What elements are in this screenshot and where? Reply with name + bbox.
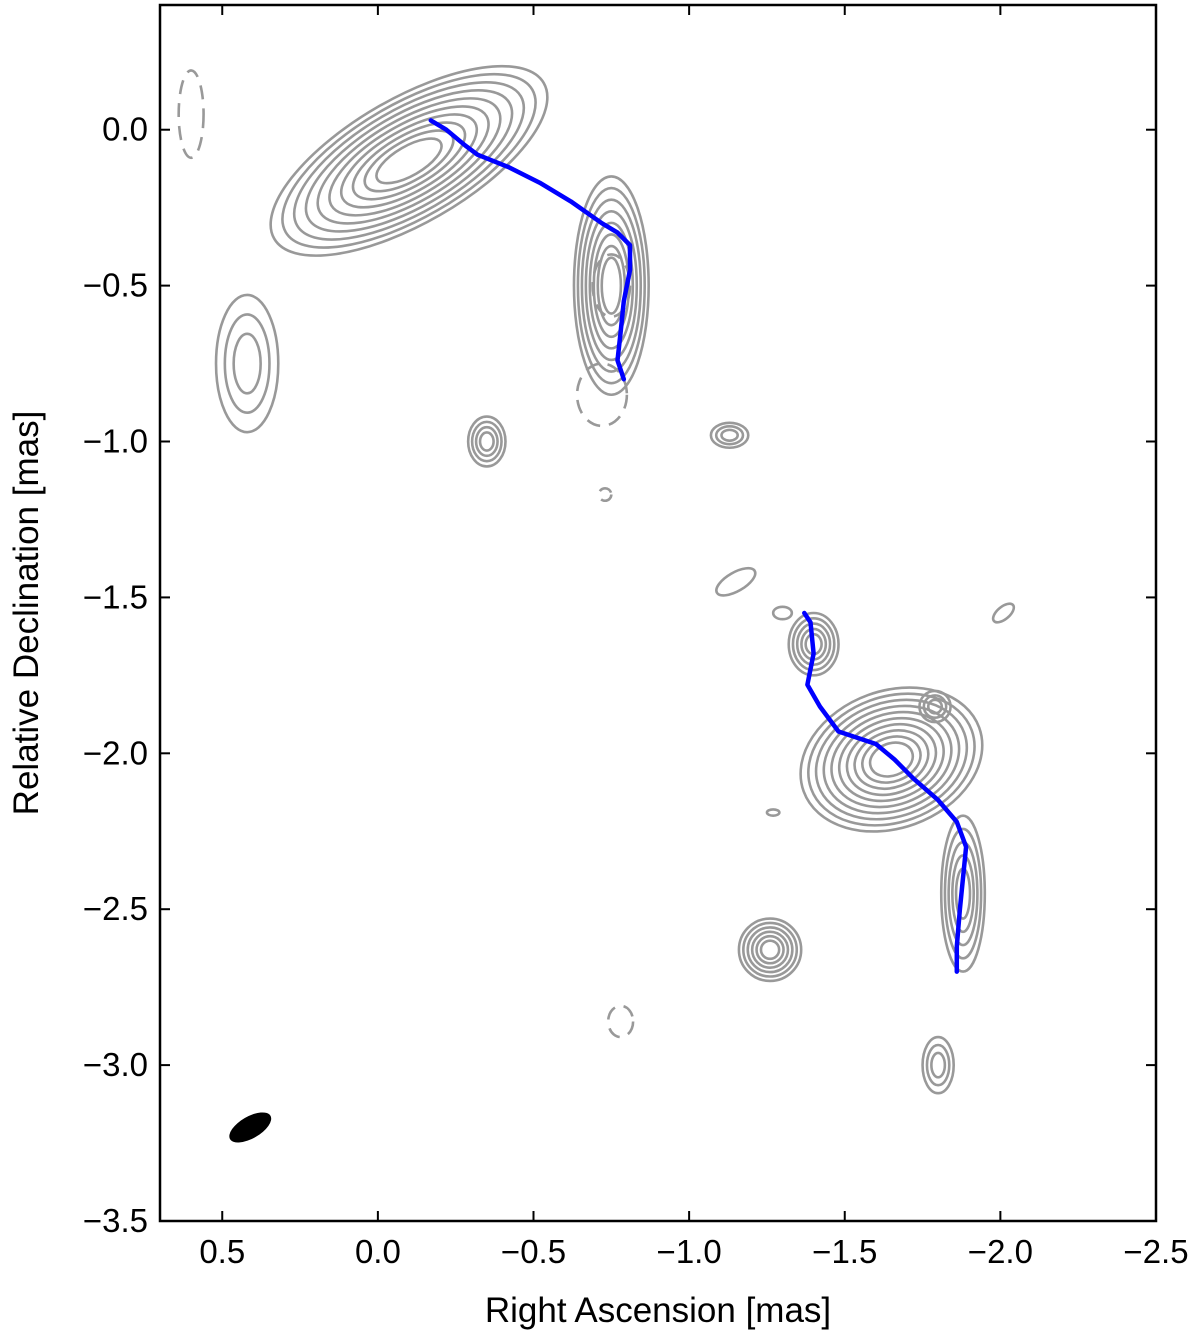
contour-12-level-1 bbox=[925, 1043, 951, 1087]
contour-3-level-2 bbox=[232, 332, 262, 395]
contour-11-level-2 bbox=[746, 926, 794, 974]
contour-7-level-7 bbox=[853, 729, 930, 790]
contour-9-level-0 bbox=[939, 814, 987, 973]
contour-2-level-2 bbox=[474, 425, 499, 458]
x-tick-label: 0.0 bbox=[355, 1233, 401, 1270]
x-tick-label: −2.0 bbox=[968, 1233, 1033, 1270]
contour-3-level-1 bbox=[223, 313, 271, 415]
contour-2-level-0 bbox=[466, 415, 507, 468]
contour-5-level-0 bbox=[715, 566, 757, 597]
plot-frame bbox=[158, 3, 1158, 1223]
contour-0-level-6 bbox=[339, 113, 479, 209]
ridge-line-layer bbox=[428, 118, 969, 974]
contour-0-level-5 bbox=[328, 105, 490, 217]
contour-7-level-0 bbox=[799, 686, 984, 833]
contour-11-level-3 bbox=[750, 930, 790, 969]
y-tick-label: 0.0 bbox=[102, 111, 148, 148]
contour-1-level-0 bbox=[572, 175, 650, 397]
y-tick-label: −0.5 bbox=[83, 267, 148, 304]
contour-10-level-1 bbox=[922, 694, 948, 720]
ridge-line-0 bbox=[428, 118, 633, 382]
contour-7-level-9 bbox=[868, 741, 915, 778]
contour-11-level-1 bbox=[742, 921, 799, 978]
contour-7-level-4 bbox=[830, 710, 953, 809]
x-tick-label: −2.5 bbox=[1123, 1233, 1188, 1270]
contour-9-level-1 bbox=[943, 827, 983, 960]
y-tick-label: −2.0 bbox=[83, 734, 148, 771]
y-tick-label: −3.0 bbox=[83, 1046, 148, 1083]
contour-2-level-1 bbox=[470, 420, 503, 463]
contour-7-level-3 bbox=[822, 704, 961, 815]
contour-19-level-0 bbox=[606, 1004, 635, 1039]
contour-0-level-7 bbox=[351, 121, 467, 201]
contour-layer bbox=[177, 64, 1016, 1095]
contour-7-level-1 bbox=[807, 692, 976, 827]
contour-13-level-0 bbox=[991, 602, 1016, 624]
contour-0-level-4 bbox=[316, 97, 502, 225]
x-tick-label: −1.5 bbox=[812, 1233, 877, 1270]
contour-1-level-3 bbox=[584, 209, 639, 362]
contour-8-level-0 bbox=[787, 611, 840, 677]
contour-7-level-8 bbox=[861, 735, 922, 784]
contour-0-level-3 bbox=[304, 89, 514, 233]
contour-14-level-0 bbox=[765, 808, 781, 817]
y-tick-label: −3.5 bbox=[83, 1202, 148, 1239]
contour-15-level-0 bbox=[177, 69, 205, 160]
contour-11-level-4 bbox=[755, 934, 785, 965]
ridge-line-1 bbox=[802, 610, 969, 974]
x-tick-label: −1.0 bbox=[657, 1233, 722, 1270]
contour-0-level-2 bbox=[292, 80, 526, 241]
y-tick-label: −2.5 bbox=[83, 890, 148, 927]
contour-1-level-1 bbox=[576, 186, 646, 385]
contour-1-level-4 bbox=[588, 221, 635, 350]
contour-16-level-0 bbox=[591, 253, 632, 319]
contour-4-level-0 bbox=[709, 421, 750, 450]
x-axis-ticks: 0.5 0.0 −0.5 −1.0 −1.5 −2.0 −2.5 bbox=[199, 5, 1189, 1270]
contour-4-level-1 bbox=[714, 425, 745, 446]
contour-2-level-3 bbox=[478, 431, 495, 452]
contour-7-level-6 bbox=[845, 722, 938, 797]
contour-7-level-5 bbox=[837, 716, 945, 803]
y-tick-label: −1.5 bbox=[83, 578, 148, 615]
contour-12-level-0 bbox=[921, 1035, 955, 1095]
contour-18-level-0 bbox=[597, 486, 613, 503]
contour-11-level-5 bbox=[759, 939, 781, 961]
x-tick-label: −0.5 bbox=[501, 1233, 566, 1270]
contour-11-level-0 bbox=[737, 917, 803, 983]
y-axis-ticks: 0.0 −0.5 −1.0 −1.5 −2.0 −2.5 −3.0 −3.5 bbox=[83, 111, 1156, 1239]
x-tick-label: 0.5 bbox=[199, 1233, 245, 1270]
y-axis-label: Relative Declination [mas] bbox=[7, 411, 46, 816]
contour-10-level-0 bbox=[918, 689, 952, 724]
contour-6-level-0 bbox=[771, 605, 794, 621]
x-axis-label: Right Ascension [mas] bbox=[485, 1291, 831, 1330]
y-tick-label: −1.0 bbox=[83, 423, 148, 460]
beam-ellipse bbox=[229, 1112, 272, 1143]
contour-0-level-0 bbox=[269, 64, 549, 257]
contour-3-level-0 bbox=[214, 293, 280, 434]
contour-10-level-2 bbox=[926, 698, 944, 715]
contour-1-level-7 bbox=[600, 256, 623, 315]
contour-1-level-2 bbox=[580, 198, 643, 373]
contour-12-level-2 bbox=[930, 1051, 947, 1079]
contour-0-level-1 bbox=[281, 72, 537, 249]
contour-4-level-2 bbox=[720, 428, 739, 442]
contour-7-level-2 bbox=[814, 698, 969, 821]
contour-17-level-0 bbox=[575, 362, 629, 428]
contour-8-level-1 bbox=[791, 617, 836, 672]
beam-layer bbox=[229, 1112, 272, 1143]
contour-0-level-9 bbox=[375, 137, 443, 185]
